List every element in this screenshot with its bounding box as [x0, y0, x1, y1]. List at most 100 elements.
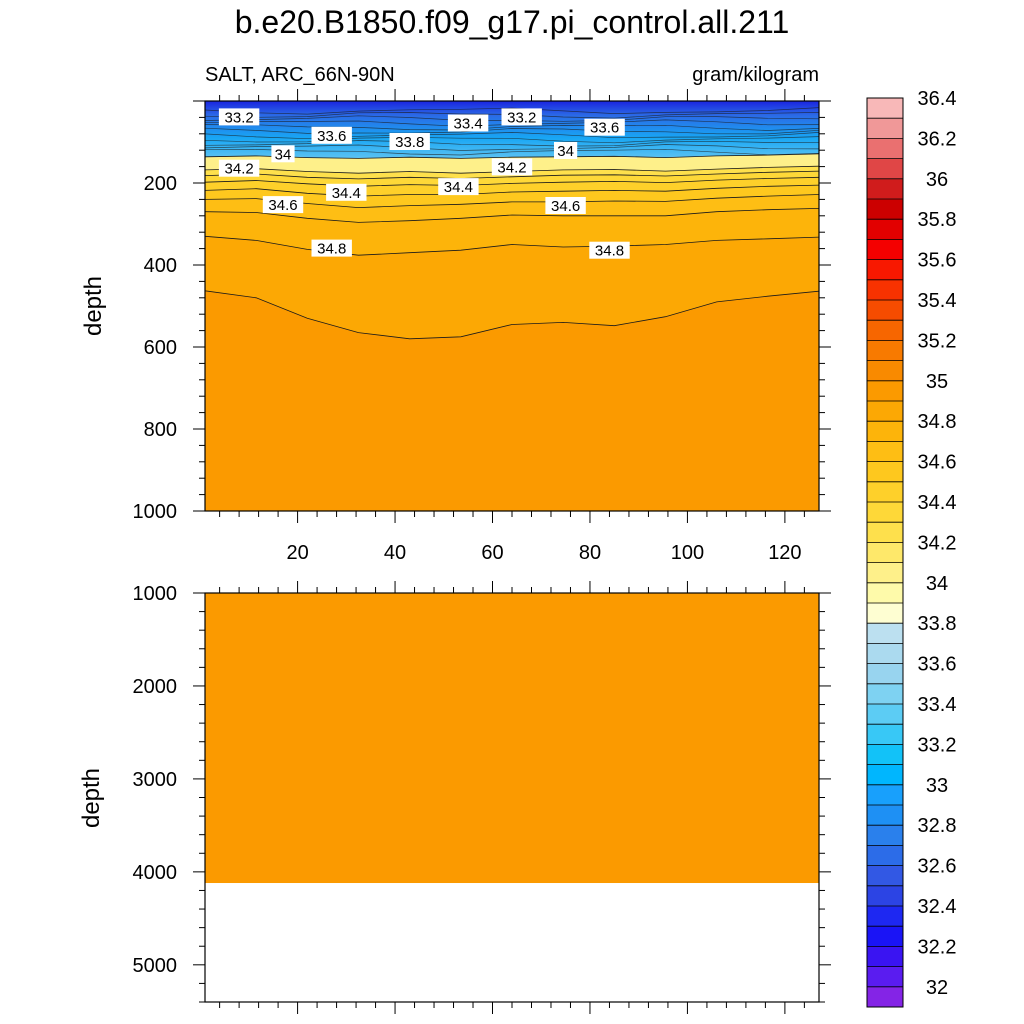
- contour-line: [205, 194, 819, 209]
- contour-line: [205, 153, 819, 159]
- contour-label-box: [218, 159, 260, 177]
- upper-y-tick-label: 400: [144, 255, 177, 277]
- colorbar-swatch: [867, 178, 903, 200]
- lower-y-tick-label: 5000: [133, 955, 178, 977]
- contour-label: 33.6: [584, 118, 625, 137]
- colorbar-swatch: [867, 98, 903, 119]
- contour-label-text: 34.2: [497, 159, 526, 176]
- contour-label-text: 34.4: [332, 185, 361, 202]
- contour-label: 33.8: [389, 133, 430, 151]
- upper-y-tick-label: 1000: [133, 501, 178, 523]
- contour-label: 34.6: [262, 196, 304, 214]
- lower-salinity-fill: [205, 593, 819, 884]
- colorbar-swatch: [867, 744, 903, 765]
- colorbar-tick-label: 32: [926, 977, 948, 999]
- contour-label: 34.8: [589, 241, 630, 260]
- upper-x-tick-label: 60: [481, 542, 503, 564]
- contour-label-text: 34: [557, 143, 574, 160]
- colorbar-tick-label: 34: [926, 573, 948, 595]
- contour-line: [205, 170, 819, 180]
- colorbar-swatch: [867, 441, 903, 462]
- contour-line: [205, 144, 819, 151]
- contour-label-box: [326, 183, 367, 201]
- contour-label: 34: [271, 145, 295, 163]
- colorbar-tick-label: 35: [926, 371, 948, 393]
- colorbar-swatch: [867, 239, 903, 260]
- colorbar-tick-label: 32.8: [918, 815, 957, 837]
- colorbar-frame: [866, 97, 904, 1008]
- colorbar-swatch: [867, 724, 903, 745]
- upper-plot-area: 33.2 33.6 33.8 33.4 33.2 33.6 34 34 34.2 34.2 34.4…: [205, 101, 819, 511]
- contour-label-text: 34.2: [224, 161, 253, 178]
- upper-contour-fills: [205, 153, 819, 511]
- contour-label: 34.2: [218, 159, 260, 178]
- contour-line: [205, 208, 819, 223]
- contour-label: 34.8: [311, 239, 352, 258]
- contour-label: 34.4: [438, 178, 479, 196]
- contour-label: 34.6: [545, 197, 586, 215]
- contour-label-text: 34.8: [317, 241, 346, 258]
- contour-label-box: [262, 196, 304, 214]
- colorbar-swatch: [867, 401, 903, 422]
- colorbar-swatch: [867, 865, 903, 887]
- contour-line: [205, 107, 819, 115]
- contour-label-text: 33.6: [590, 120, 619, 137]
- lower-y-tick-label: 2000: [133, 676, 178, 698]
- colorbar-swatch: [867, 461, 903, 483]
- colorbar-tick-label: 35.6: [918, 250, 957, 272]
- colorbar-tick-label: 32.6: [918, 856, 957, 878]
- colorbar-tick-label: 34.4: [918, 492, 957, 514]
- colorbar-swatch: [867, 946, 903, 967]
- colorbar-swatch: [867, 138, 903, 159]
- contour-line: [205, 132, 819, 140]
- colorbar-swatch: [867, 704, 903, 725]
- colorbar-tick-label: 32.2: [918, 936, 957, 958]
- colorbar-swatch: [867, 906, 903, 927]
- colorbar-swatch: [867, 966, 903, 988]
- upper-axes: 200 400 600 800 1000 20 40 60 80 100 120: [133, 89, 831, 564]
- contour-label: 33.2: [218, 108, 260, 126]
- colorbar-tick-label: 33: [926, 775, 948, 797]
- contour-label: 33.2: [501, 108, 542, 126]
- upper-panel: SALT, ARC_66N-90N gram/kilogram 33.2 33.6…: [80, 64, 831, 564]
- contour-label: 34.4: [326, 183, 367, 202]
- upper-right-label: gram/kilogram: [692, 64, 819, 86]
- contour-label: 34.2: [491, 158, 533, 176]
- colorbar-swatch: [867, 360, 903, 382]
- lower-y-tick-label: 1000: [133, 583, 178, 605]
- colorbar-swatch: [867, 340, 903, 361]
- contour-label-text: 34.4: [444, 179, 473, 196]
- lower-y-tick-label: 3000: [133, 769, 178, 791]
- colorbar: 32 32.2 32.4 32.6 32.8 33 33.2 33.4 33.6 33.8 34 34…: [866, 88, 957, 1008]
- salinity-fill-band: [205, 290, 819, 511]
- upper-contour-labels: 33.2 33.6 33.8 33.4 33.2 33.6 34 34 34.2 34.2 34.4…: [218, 108, 630, 260]
- colorbar-tick-label: 34.2: [918, 532, 957, 554]
- upper-x-tick-label: 120: [768, 542, 801, 564]
- contour-label-box: [584, 118, 625, 136]
- upper-y-tick-label: 800: [144, 419, 177, 441]
- colorbar-swatch: [867, 380, 903, 402]
- colorbar-tick-label: 33.4: [918, 694, 957, 716]
- contour-line: [205, 290, 819, 340]
- colorbar-swatch: [867, 845, 903, 866]
- contour-line: [205, 127, 819, 135]
- colorbar-swatch: [867, 623, 903, 644]
- figure-title: b.e20.B1850.f09_g17.pi_control.all.211: [235, 4, 790, 40]
- colorbar-swatch: [867, 603, 903, 624]
- contour-label-box: [501, 108, 542, 126]
- colorbar-swatch: [867, 199, 903, 220]
- colorbar-swatch: [867, 300, 903, 321]
- contour-label: 33.4: [447, 114, 489, 133]
- colorbar-tick-label: 33.6: [918, 654, 957, 676]
- colorbar-swatch: [867, 683, 903, 705]
- contour-line: [205, 184, 819, 197]
- contour-line: [205, 140, 819, 147]
- contour-label-box: [389, 133, 430, 150]
- colorbar-swatch: [867, 825, 903, 846]
- colorbar-tick-label: 33.2: [918, 734, 957, 756]
- contour-line: [205, 124, 819, 131]
- contour-label-text: 34.6: [551, 198, 580, 215]
- contour-line: [205, 235, 819, 256]
- colorbar-swatch: [867, 764, 903, 786]
- contour-label-text: 34.8: [595, 243, 624, 260]
